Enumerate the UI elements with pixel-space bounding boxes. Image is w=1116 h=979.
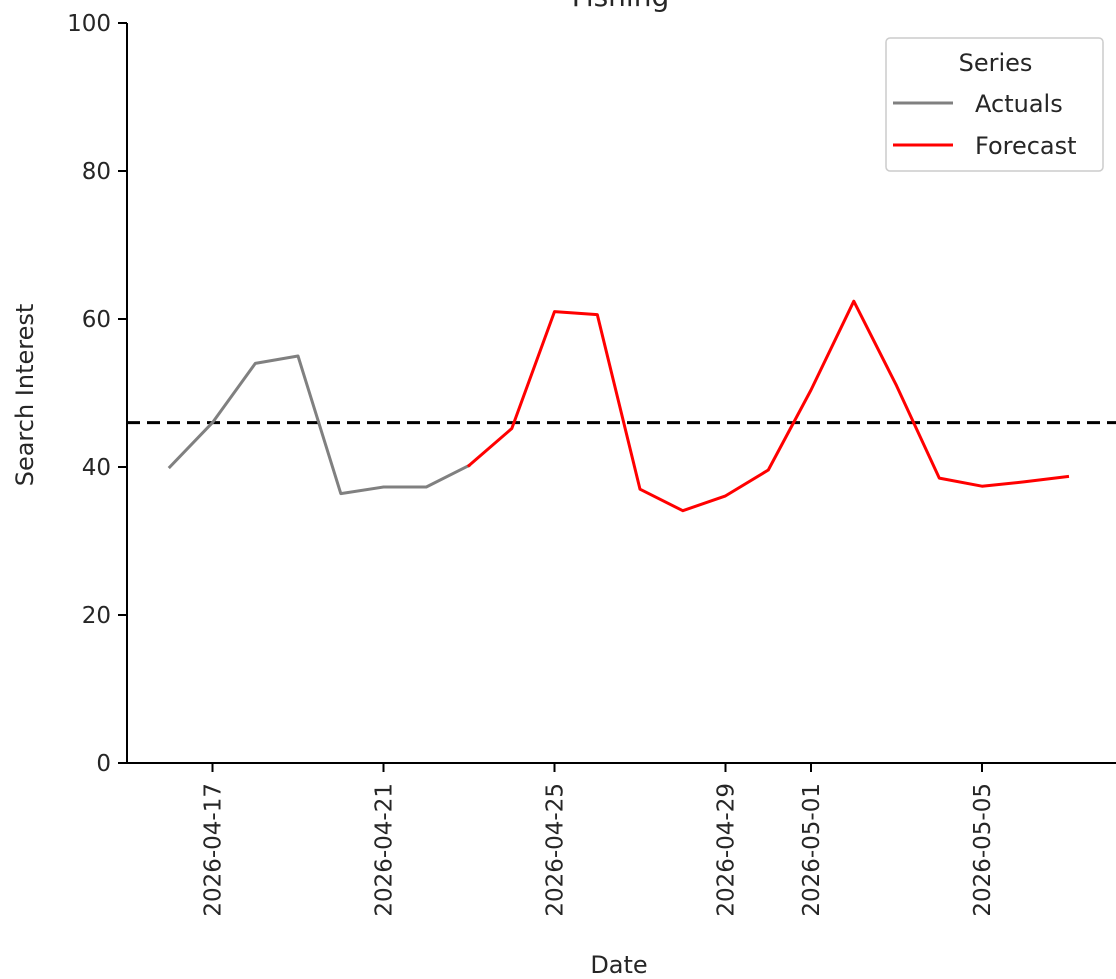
y-tick-label: 0 bbox=[96, 751, 111, 777]
x-tick-label: 2026-04-25 bbox=[543, 783, 569, 917]
x-tick-label: 2026-05-01 bbox=[799, 783, 825, 917]
y-axis-label: Search Interest bbox=[11, 304, 39, 487]
legend-items: Actuals Forecast bbox=[893, 90, 1077, 160]
x-tick-label: 2026-04-17 bbox=[201, 783, 227, 917]
legend-label-actuals: Actuals bbox=[975, 90, 1063, 118]
legend: Series Actuals Forecast bbox=[885, 37, 1104, 172]
chart-title: Fishing bbox=[572, 0, 669, 13]
x-axis-label: Date bbox=[590, 951, 647, 979]
series-line-actuals bbox=[167, 354, 472, 496]
legend-title: Series bbox=[959, 49, 1033, 77]
y-tick-label: 60 bbox=[82, 307, 111, 333]
y-tick-label: 20 bbox=[82, 603, 111, 629]
x-tick-label: 2026-04-29 bbox=[714, 783, 740, 917]
series-layer bbox=[167, 299, 1070, 513]
y-tick-label: 80 bbox=[82, 159, 111, 185]
y-tick-label: 100 bbox=[67, 11, 111, 37]
series-line-forecast bbox=[466, 299, 1070, 513]
ticks-layer: 0 20 40 60 80 100 2026-04-17 2026-04-21 2026-04-… bbox=[67, 11, 996, 917]
y-tick-label: 40 bbox=[82, 455, 111, 481]
legend-box bbox=[885, 37, 1104, 172]
x-tick-label: 2026-05-05 bbox=[970, 783, 996, 917]
axes-layer bbox=[126, 23, 1116, 764]
legend-label-forecast: Forecast bbox=[975, 132, 1077, 160]
x-tick-label: 2026-04-21 bbox=[372, 783, 398, 917]
